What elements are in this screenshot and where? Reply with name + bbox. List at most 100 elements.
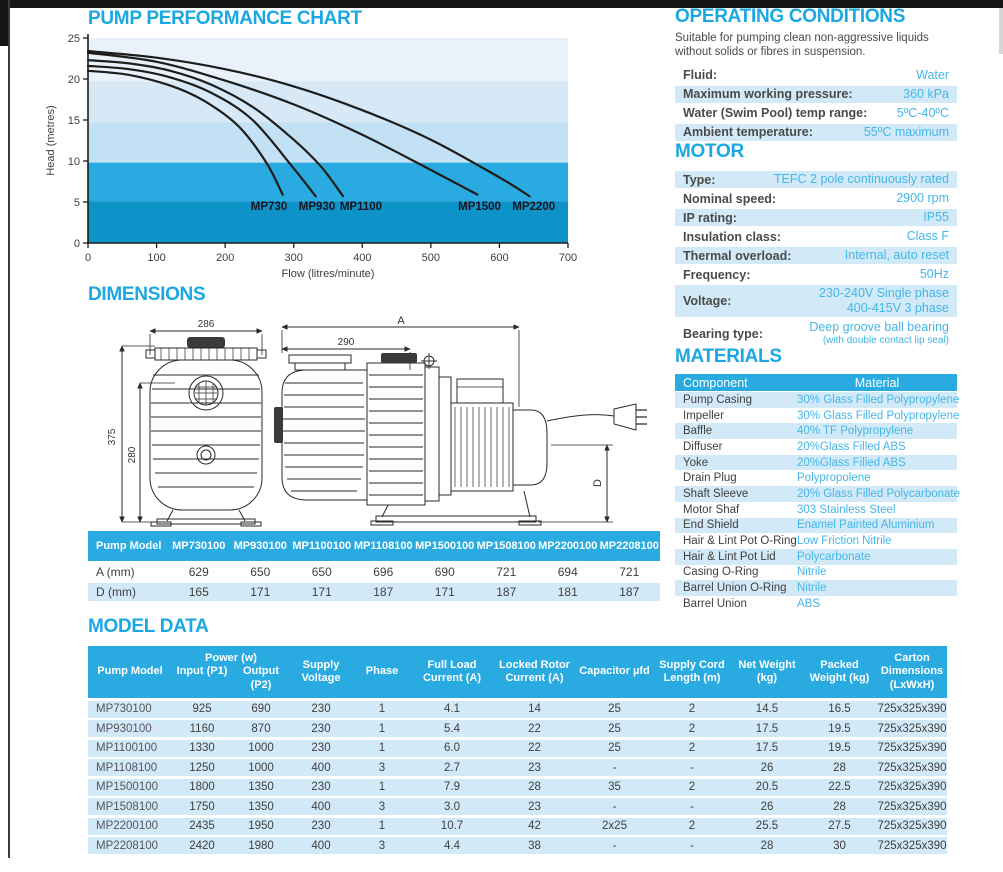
dim-label-side-height: D — [592, 479, 604, 487]
material-value: 20% Glass Filled Polycarbonate — [797, 487, 960, 500]
x-tick-label: 100 — [147, 252, 165, 264]
spec-label: Voltage: — [683, 294, 732, 308]
model-value-cell: 20.5 — [755, 781, 779, 793]
dim-header-model: MP1100100 — [292, 539, 352, 552]
material-value: 30% Glass Filled Polypropylene — [797, 393, 960, 406]
material-component: Diffuser — [683, 440, 723, 453]
model-header-cell: Capacitor µfd — [579, 665, 650, 678]
model-value-cell: 1 — [378, 742, 386, 754]
spec-label: Thermal overload: — [683, 248, 792, 263]
model-value-cell: 26 — [760, 800, 774, 813]
material-row: Shaft Sleeve 20% Glass Filled Polycarbona… — [675, 486, 960, 502]
material-component: Drain Plug — [683, 472, 737, 485]
spec-value: Deep groove ball bearing (with double con… — [809, 320, 949, 346]
model-value-cell: 3.0 — [444, 800, 460, 813]
dimension-row: A (mm) 629 650 650 696 690 721 694 721 — [88, 563, 660, 581]
model-name-cell: MP2200100 — [96, 820, 159, 832]
dimension-row: D (mm) 165 171 171 187 171 187 181 187 — [88, 583, 660, 601]
model-value-cell: 4.4 — [444, 839, 460, 852]
model-value-cell: 2 — [688, 742, 696, 754]
dimension-value: 696 — [373, 565, 394, 579]
model-header-cell: Supply Voltage — [301, 658, 341, 684]
model-value-cell: 1750 — [189, 800, 215, 813]
motor-section: MOTOR Type: TEFC 2 pole continuously rate… — [675, 141, 957, 350]
model-value-cell: 230 — [311, 742, 331, 754]
spec-note: (with double contact lip seal) — [822, 335, 949, 346]
spec-value: Water — [916, 67, 949, 82]
dimension-value: 181 — [557, 585, 578, 599]
material-component: Pump Casing — [683, 393, 753, 406]
dimension-value: 171 — [311, 585, 332, 599]
material-component: Baffle — [683, 425, 713, 438]
spec-value: 50Hz — [919, 267, 949, 281]
spec-row: Water (Swim Pool) temp range: 5ºC-40ºC — [675, 105, 957, 122]
model-value-cell: 2435 — [189, 820, 215, 832]
model-value-cell: 19.5 — [828, 722, 851, 735]
model-name-cell: MP1500100 — [96, 781, 159, 793]
spec-value: 55ºC maximum — [863, 124, 949, 139]
model-name-cell: MP1108100 — [96, 761, 158, 774]
model-header-cell: Full Load Current (A) — [422, 658, 482, 684]
spec-value: 230-240V Single phase 400-415V 3 phase — [819, 286, 949, 315]
spec-label: Insulation class: — [683, 229, 781, 244]
material-row: Hair & Lint Pot Lid Polycarbonate — [675, 548, 957, 565]
model-value-cell: 725x325x390 — [877, 761, 947, 774]
model-value-cell: 725x325x390 — [877, 703, 947, 715]
model-value-cell: 38 — [528, 839, 541, 852]
curve-MP1500 — [86, 51, 479, 196]
model-data-row: MP730100 925 690 230 1 4.1 14 25 2 14.5 16.5 725x32… — [88, 700, 947, 718]
model-value-cell: 28 — [760, 839, 774, 852]
materials-section: MATERIALS Component Material Pump Casing… — [675, 346, 960, 612]
spec-label: Nominal speed: — [683, 191, 777, 206]
x-tick-label: 200 — [216, 252, 234, 264]
dimension-value: 165 — [188, 585, 209, 599]
material-row: Motor Shaf 303 Stainless Steel — [675, 502, 957, 518]
model-header-power-title: Power (w) — [205, 652, 257, 665]
model-value-cell: 2x25 — [602, 820, 627, 832]
material-value: Nitrile — [797, 582, 827, 595]
dimension-value: 721 — [496, 565, 517, 579]
material-component: Barrel Union O-Ring — [683, 582, 787, 595]
dim-header-model: MP1508100 — [476, 539, 536, 552]
pump-dimension-diagram: 286 375 280 290 A D — [107, 315, 647, 527]
model-value-cell: - — [612, 761, 617, 774]
dim-header-model: MP2208100 — [599, 539, 659, 552]
material-row: Barrel Union ABS — [675, 596, 957, 612]
model-value-cell: 4.1 — [444, 703, 460, 715]
model-value-cell: 400 — [311, 839, 331, 852]
model-name-cell: MP2208100 — [96, 839, 159, 852]
model-value-cell: - — [612, 800, 617, 813]
model-value-cell: 400 — [311, 800, 331, 813]
model-value-cell: 2420 — [189, 839, 215, 852]
spec-row: Ambient temperature: 55ºC maximum — [675, 123, 957, 141]
dimensions-table: Pump Model MP730100 MP930100 MP1100100 MP110… — [88, 531, 660, 601]
model-value-cell: 22 — [528, 742, 541, 754]
material-component: Hair & Lint Pot O-Ring — [683, 535, 797, 548]
model-value-cell: 230 — [311, 820, 331, 832]
operating-conditions-intro: Suitable for pumping clean non-aggressiv… — [675, 32, 929, 59]
model-value-cell: 6.0 — [444, 742, 460, 754]
pump-performance-chart-title: PUMP PERFORMANCE CHART — [88, 8, 362, 29]
model-value-cell: 1980 — [248, 839, 274, 852]
operating-conditions-title: OPERATING CONDITIONS — [675, 6, 906, 27]
spec-row: Nominal speed: 2900 rpm — [675, 190, 957, 207]
spec-row: Bearing type: Deep groove ball bearing (wi… — [675, 319, 957, 348]
material-value: ABS — [797, 597, 821, 610]
dimension-value: 694 — [557, 565, 578, 579]
material-value: Polycarbonate — [797, 550, 871, 563]
model-value-cell: 10.7 — [440, 820, 464, 832]
model-data-row: MP2200100 2435 1950 230 1 10.7 42 2x25 2 25.5 27.5… — [88, 817, 947, 835]
spec-row: Frequency: 50Hz — [675, 266, 957, 283]
model-header-cell: Packed Weight (kg) — [809, 658, 870, 684]
material-component: Casing O-Ring — [683, 566, 759, 579]
model-value-cell: 2 — [688, 703, 696, 715]
chart-band — [88, 122, 568, 163]
model-value-cell: 1160 — [189, 722, 215, 735]
model-header-cell: Phase — [365, 665, 399, 678]
dimension-value: 187 — [373, 585, 394, 599]
page-left-edge-line — [8, 0, 10, 858]
spec-row: Voltage: 230-240V Single phase 400-415V 3 … — [675, 285, 957, 317]
curve-MP1100 — [86, 59, 345, 198]
model-value-cell: 30 — [833, 839, 846, 852]
